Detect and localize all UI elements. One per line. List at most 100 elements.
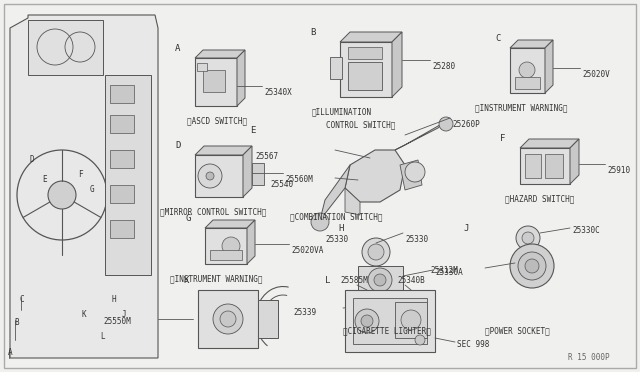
Bar — [110, 220, 134, 238]
Text: F: F — [500, 134, 506, 143]
Bar — [110, 85, 134, 103]
Polygon shape — [520, 139, 579, 148]
Bar — [198, 290, 258, 348]
Circle shape — [405, 162, 425, 182]
Text: 〈INSTRUMENT WARNING〉: 〈INSTRUMENT WARNING〉 — [170, 274, 262, 283]
Text: C: C — [495, 34, 500, 43]
Text: 〈COMBINATION SWITCH〉: 〈COMBINATION SWITCH〉 — [290, 212, 383, 221]
Circle shape — [220, 311, 236, 327]
Polygon shape — [345, 188, 360, 215]
Bar — [195, 58, 237, 106]
Circle shape — [198, 164, 222, 188]
Circle shape — [439, 117, 453, 131]
Bar — [110, 150, 134, 168]
Circle shape — [368, 268, 392, 292]
Text: A: A — [175, 44, 180, 53]
Circle shape — [415, 335, 425, 345]
Text: 25540: 25540 — [270, 180, 293, 189]
Polygon shape — [395, 122, 445, 150]
Text: CONTROL SWITCH〉: CONTROL SWITCH〉 — [326, 120, 396, 129]
Text: 25020V: 25020V — [582, 70, 610, 79]
Text: K: K — [183, 276, 188, 285]
Text: 25560M: 25560M — [285, 175, 313, 184]
Bar — [358, 266, 403, 294]
Text: 〈INSTRUMENT WARNING〉: 〈INSTRUMENT WARNING〉 — [475, 103, 568, 112]
Text: 25567: 25567 — [255, 152, 278, 161]
Circle shape — [311, 213, 329, 231]
Text: 25312M: 25312M — [430, 266, 458, 275]
Text: 〈ASCD SWITCH〉: 〈ASCD SWITCH〉 — [187, 116, 247, 125]
Text: 〈MIRROR CONTROL SWITCH〉: 〈MIRROR CONTROL SWITCH〉 — [160, 207, 266, 216]
Circle shape — [213, 304, 243, 334]
Circle shape — [48, 181, 76, 209]
Text: 25330: 25330 — [325, 235, 348, 244]
Text: 25339: 25339 — [293, 308, 316, 317]
Circle shape — [355, 309, 379, 333]
Circle shape — [222, 237, 240, 255]
Bar — [105, 75, 151, 275]
Bar — [395, 302, 427, 338]
Polygon shape — [345, 150, 405, 202]
Polygon shape — [320, 165, 350, 220]
Text: SEC 998: SEC 998 — [457, 340, 490, 349]
Text: C: C — [20, 295, 24, 304]
Circle shape — [525, 259, 539, 273]
Circle shape — [401, 310, 421, 330]
Text: 25260P: 25260P — [452, 120, 480, 129]
Polygon shape — [205, 220, 255, 228]
Text: 25585M: 25585M — [340, 276, 368, 285]
Bar — [348, 47, 382, 59]
Bar — [353, 298, 427, 344]
Text: L: L — [100, 332, 104, 341]
Polygon shape — [243, 146, 252, 197]
Bar — [515, 77, 540, 89]
Bar — [210, 250, 242, 260]
Text: 25280: 25280 — [432, 62, 455, 71]
Polygon shape — [195, 146, 252, 155]
Text: 25330C: 25330C — [572, 226, 600, 235]
Text: H: H — [338, 224, 344, 233]
Bar — [545, 154, 563, 178]
Text: 〈HAZARD SWITCH〉: 〈HAZARD SWITCH〉 — [505, 194, 574, 203]
Text: 25330: 25330 — [405, 235, 428, 244]
Text: A: A — [8, 348, 13, 357]
Polygon shape — [237, 50, 245, 106]
Bar — [510, 48, 545, 93]
Bar — [28, 20, 103, 75]
Text: 25340B: 25340B — [397, 276, 425, 285]
Text: 25020VA: 25020VA — [291, 246, 323, 255]
Text: 〈CIGARETTE LIGHTER〉: 〈CIGARETTE LIGHTER〉 — [343, 326, 431, 335]
Bar — [330, 57, 342, 79]
Text: J: J — [463, 224, 468, 233]
Text: 25910: 25910 — [607, 166, 630, 175]
Text: H: H — [112, 295, 116, 304]
Text: E: E — [250, 126, 255, 135]
Text: 25550M: 25550M — [103, 317, 131, 326]
Polygon shape — [247, 220, 255, 264]
Text: K: K — [82, 310, 86, 319]
Bar — [345, 290, 435, 352]
Bar — [203, 70, 225, 92]
Polygon shape — [545, 40, 553, 93]
Text: F: F — [78, 170, 83, 179]
Text: 〈ILLUMINATION: 〈ILLUMINATION — [312, 107, 372, 116]
Bar — [195, 155, 243, 197]
Bar — [252, 163, 264, 185]
Bar — [205, 228, 247, 264]
Circle shape — [368, 244, 384, 260]
Bar — [258, 300, 278, 338]
Circle shape — [206, 172, 214, 180]
Bar — [110, 185, 134, 203]
Bar — [340, 42, 392, 97]
Circle shape — [362, 238, 390, 266]
Bar — [525, 154, 541, 178]
Polygon shape — [510, 40, 553, 48]
Text: D: D — [30, 155, 35, 164]
Text: 〈POWER SOCKET〉: 〈POWER SOCKET〉 — [485, 326, 550, 335]
Circle shape — [519, 62, 535, 78]
Polygon shape — [195, 50, 245, 58]
Bar — [348, 62, 382, 90]
Text: D: D — [175, 141, 180, 150]
Circle shape — [358, 298, 374, 314]
Circle shape — [374, 274, 386, 286]
